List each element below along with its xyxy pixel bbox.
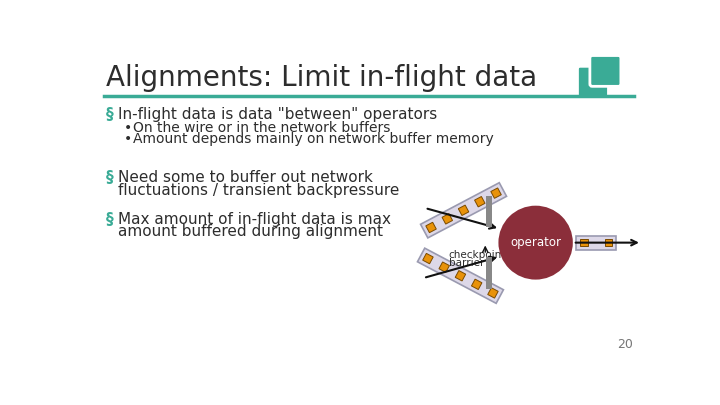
- Text: In-flight data is data "between" operators: In-flight data is data "between" operato…: [118, 107, 437, 121]
- Polygon shape: [418, 248, 503, 303]
- Text: •: •: [124, 121, 132, 135]
- Text: §: §: [106, 107, 113, 121]
- Text: amount buffered during alignment: amount buffered during alignment: [118, 224, 383, 239]
- Polygon shape: [486, 196, 492, 227]
- Polygon shape: [420, 183, 507, 238]
- FancyBboxPatch shape: [577, 66, 608, 97]
- Polygon shape: [442, 214, 453, 224]
- Polygon shape: [459, 205, 469, 215]
- Polygon shape: [576, 236, 616, 249]
- Circle shape: [498, 206, 573, 279]
- Text: •: •: [124, 132, 132, 147]
- Text: §: §: [106, 171, 113, 185]
- Text: On the wire or in the network buffers: On the wire or in the network buffers: [133, 121, 391, 135]
- Text: operator: operator: [510, 236, 561, 249]
- Polygon shape: [472, 279, 482, 290]
- Text: barrier: barrier: [449, 258, 484, 268]
- Polygon shape: [605, 239, 612, 247]
- Text: §: §: [106, 212, 113, 227]
- Text: Amount depends mainly on network buffer memory: Amount depends mainly on network buffer …: [133, 132, 494, 147]
- Polygon shape: [580, 239, 588, 247]
- Polygon shape: [474, 196, 485, 207]
- Text: checkpoint: checkpoint: [449, 250, 506, 260]
- Polygon shape: [439, 262, 449, 273]
- Text: 20: 20: [616, 338, 632, 351]
- Polygon shape: [486, 256, 492, 289]
- Polygon shape: [455, 271, 466, 281]
- Polygon shape: [487, 288, 498, 298]
- Text: Alignments: Limit in-flight data: Alignments: Limit in-flight data: [106, 64, 536, 92]
- Text: fluctuations / transient backpressure: fluctuations / transient backpressure: [118, 183, 400, 198]
- Text: Max amount of in-flight data is max: Max amount of in-flight data is max: [118, 212, 391, 227]
- Polygon shape: [491, 188, 501, 198]
- Polygon shape: [426, 222, 436, 233]
- Polygon shape: [423, 254, 433, 264]
- FancyBboxPatch shape: [590, 55, 621, 86]
- Text: Need some to buffer out network: Need some to buffer out network: [118, 171, 373, 185]
